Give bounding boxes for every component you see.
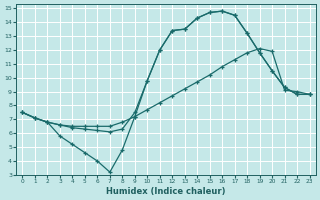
X-axis label: Humidex (Indice chaleur): Humidex (Indice chaleur) <box>106 187 226 196</box>
